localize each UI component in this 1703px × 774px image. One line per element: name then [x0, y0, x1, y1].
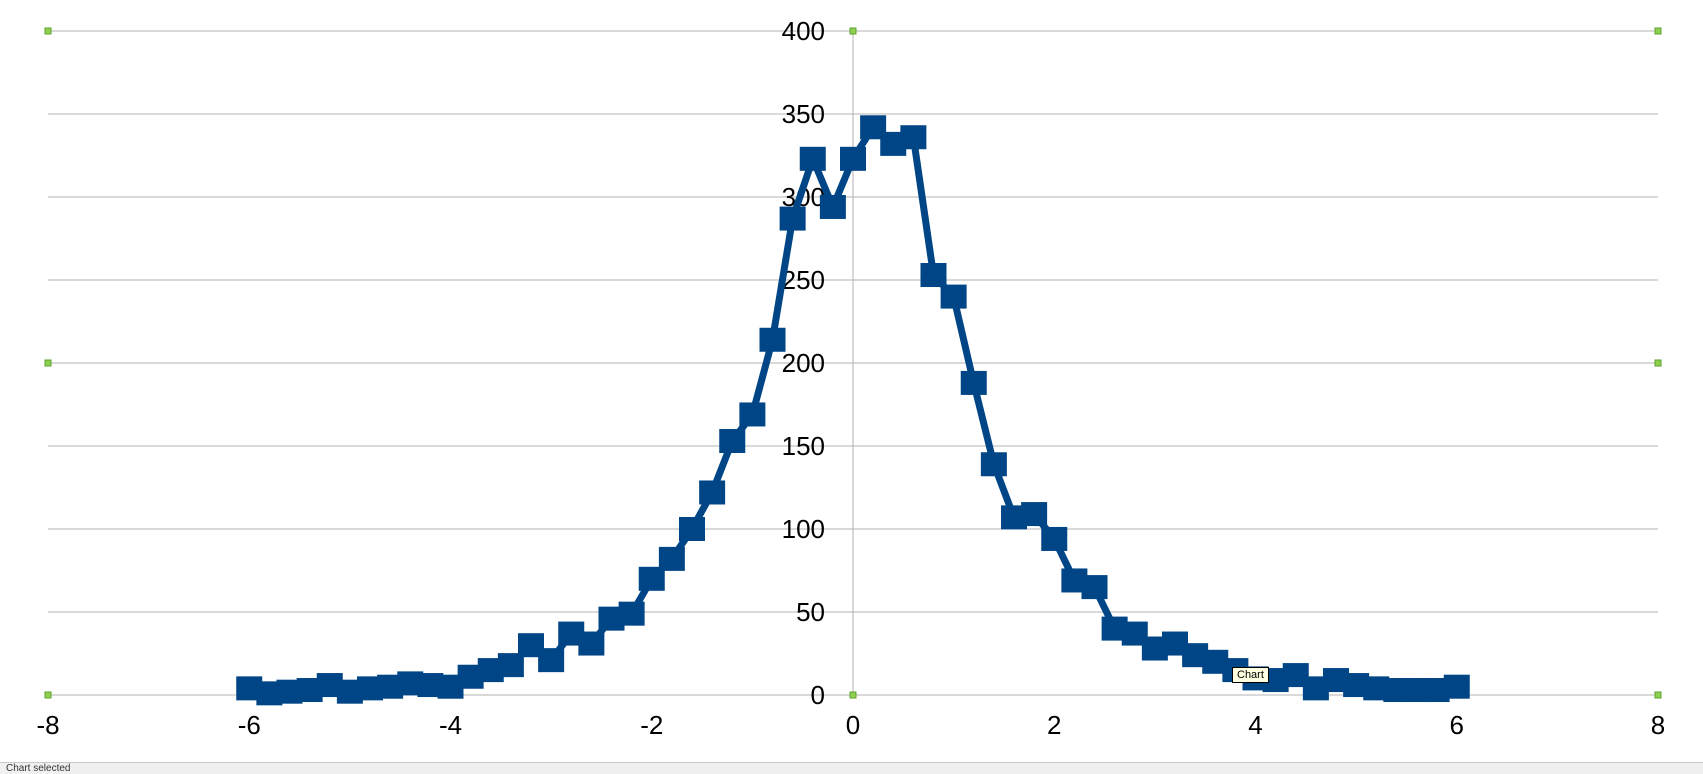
selection-handle[interactable]	[1654, 359, 1662, 367]
selection-handle[interactable]	[849, 27, 857, 35]
data-point	[799, 146, 826, 171]
data-point	[679, 517, 705, 541]
selection-handle[interactable]	[1654, 691, 1662, 699]
data-point	[578, 631, 605, 656]
y-tick-label: 150	[782, 431, 825, 461]
selection-handle[interactable]	[1654, 27, 1662, 35]
y-tick-label: 250	[782, 265, 825, 295]
data-point	[538, 648, 565, 673]
grid-lines	[48, 30, 1658, 696]
data-point	[920, 263, 947, 288]
data-point	[1443, 674, 1470, 699]
data-point	[960, 370, 987, 395]
data-point	[900, 125, 927, 150]
data-point	[940, 284, 967, 309]
x-tick-label: -2	[640, 710, 663, 740]
data-point	[1041, 526, 1068, 551]
x-tick-label: -6	[238, 710, 261, 740]
data-point	[840, 146, 866, 171]
x-tick-label: 0	[846, 710, 860, 740]
selection-handle[interactable]	[44, 691, 52, 699]
data-point	[739, 402, 766, 427]
y-tick-label: 200	[782, 348, 825, 378]
data-point	[699, 480, 726, 505]
x-tick-label: 4	[1248, 710, 1262, 740]
y-tick-label: 400	[782, 16, 825, 46]
selection-handle[interactable]	[44, 27, 52, 35]
data-point	[658, 546, 685, 571]
x-tick-label: 8	[1651, 710, 1665, 740]
y-tick-label: 0	[811, 680, 825, 710]
y-tick-label: 50	[796, 597, 825, 627]
selection-handles[interactable]	[44, 27, 1662, 699]
data-point	[759, 327, 786, 352]
chart-tooltip: Chart	[1232, 667, 1269, 683]
status-text: Chart selected	[6, 763, 71, 774]
data-point	[1021, 502, 1048, 527]
data-point	[819, 194, 846, 219]
x-tick-label: 2	[1047, 710, 1061, 740]
data-point	[1081, 575, 1108, 600]
y-tick-label: 350	[782, 99, 825, 129]
x-tick-labels: -8 -6 -4 -2 0 2 4 6 8	[36, 710, 1665, 740]
selection-handle[interactable]	[849, 691, 857, 699]
selection-handle[interactable]	[44, 359, 52, 367]
data-point	[618, 601, 645, 626]
data-point	[980, 452, 1007, 477]
y-tick-label: 100	[782, 514, 825, 544]
x-tick-label: -4	[439, 710, 462, 740]
data-point	[719, 429, 746, 454]
x-tick-label: 6	[1450, 710, 1464, 740]
status-bar: Chart selected	[0, 762, 1703, 774]
data-point	[779, 206, 806, 231]
x-tick-label: -8	[36, 710, 59, 740]
